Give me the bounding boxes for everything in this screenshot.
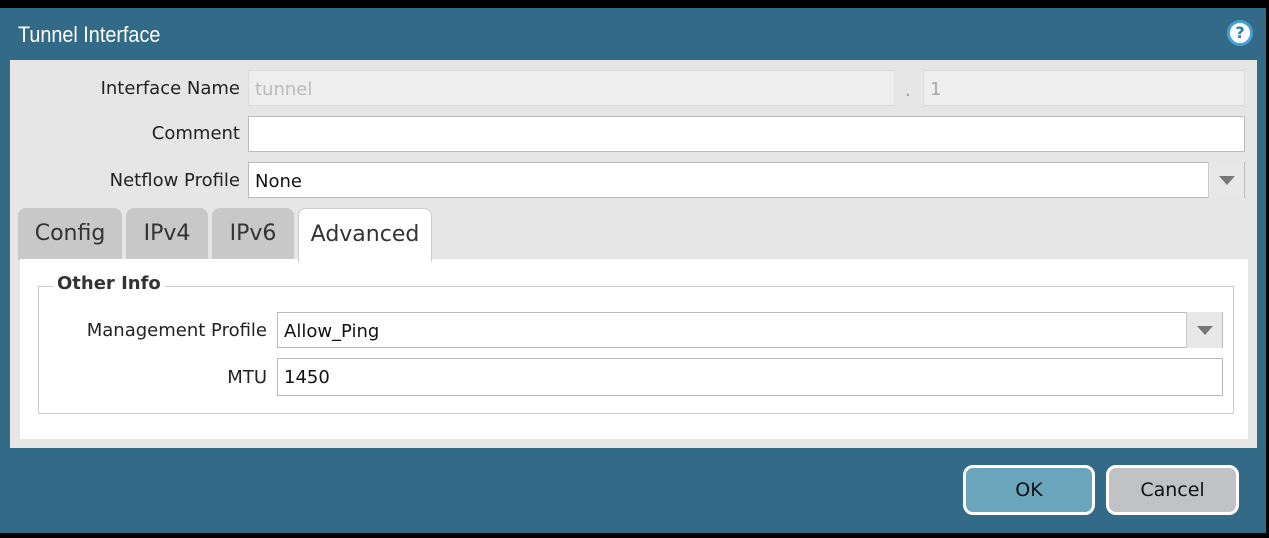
form-panel: Interface Name tunnel . 1 Comment Netflo…	[10, 60, 1257, 448]
interface-name-label: Interface Name	[100, 78, 240, 99]
tab-ipv6[interactable]: IPv6	[212, 208, 294, 260]
netflow-value: None	[255, 171, 302, 192]
tunnel-interface-dialog: Tunnel Interface ? Interface Name tunnel…	[0, 8, 1266, 533]
netflow-profile-select[interactable]: None	[248, 162, 1245, 198]
ok-button[interactable]: OK	[963, 465, 1095, 515]
management-profile-select[interactable]: Allow_Ping	[277, 312, 1223, 348]
separator: .	[905, 80, 911, 101]
chevron-down-icon[interactable]	[1208, 162, 1244, 198]
chevron-down-icon[interactable]	[1186, 312, 1222, 348]
help-icon[interactable]: ?	[1227, 20, 1253, 46]
mtu-input[interactable]: 1450	[277, 358, 1223, 396]
tab-config[interactable]: Config	[18, 208, 122, 260]
interface-suffix-input[interactable]: 1	[923, 70, 1245, 106]
mtu-label: MTU	[227, 367, 267, 388]
comment-input[interactable]	[248, 116, 1245, 152]
dialog-title: Tunnel Interface	[18, 22, 161, 47]
advanced-tab-content: Other Info Management Profile Allow_Ping…	[20, 259, 1248, 439]
comment-label: Comment	[151, 123, 240, 144]
section-title: Other Info	[53, 273, 165, 294]
interface-name-input: tunnel	[248, 70, 895, 106]
tab-advanced[interactable]: Advanced	[298, 208, 432, 262]
netflow-profile-label: Netflow Profile	[109, 170, 240, 191]
management-profile-label: Management Profile	[86, 320, 267, 341]
tab-ipv4[interactable]: IPv4	[126, 208, 208, 260]
other-info-section: Other Info Management Profile Allow_Ping…	[38, 273, 1234, 414]
cancel-button[interactable]: Cancel	[1106, 465, 1239, 515]
management-profile-value: Allow_Ping	[284, 321, 380, 342]
